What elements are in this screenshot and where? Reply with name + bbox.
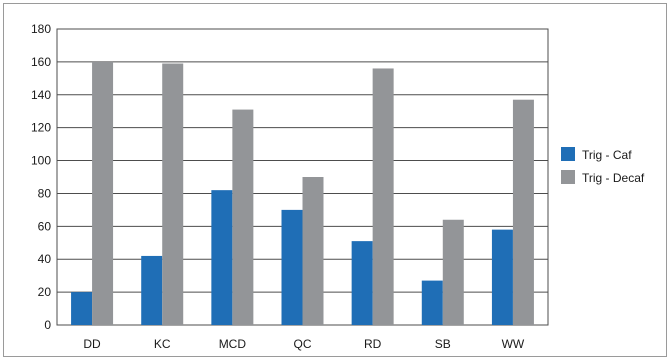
x-tick-label-rd: RD	[364, 337, 382, 351]
legend-swatch-decaf	[561, 170, 575, 184]
bar-mcd-caf	[211, 190, 233, 325]
bar-kc-caf	[141, 255, 163, 325]
y-tick-label: 140	[31, 88, 51, 102]
legend-swatch-caf	[561, 147, 575, 161]
x-axis-tick-labels: DD KC MCD QC RD SB WW	[83, 337, 525, 351]
x-tick-label-mcd: MCD	[219, 337, 247, 351]
y-tick-label: 180	[31, 22, 51, 36]
bar-qc-decaf	[302, 177, 324, 325]
y-tick-label: 60	[38, 219, 52, 233]
y-tick-label: 80	[38, 186, 52, 200]
legend-label-decaf: Trig - Decaf	[582, 171, 645, 185]
bar-dd-caf	[71, 292, 93, 325]
y-tick-label: 20	[38, 285, 52, 299]
x-tick-label-sb: SB	[435, 337, 451, 351]
bar-rd-caf	[351, 241, 373, 325]
legend-label-caf: Trig - Caf	[582, 148, 632, 162]
bars	[71, 61, 534, 326]
bar-qc-caf	[281, 209, 303, 325]
x-tick-label-qc: QC	[294, 337, 312, 351]
y-tick-label: 120	[31, 121, 51, 135]
y-axis-tick-labels: 0 20 40 60 80 100 120 140 160 180	[31, 22, 51, 332]
bar-dd-decaf	[92, 61, 114, 326]
bar-sb-caf	[421, 280, 443, 325]
y-tick-label: 0	[44, 318, 51, 332]
y-tick-label: 160	[31, 55, 51, 69]
bar-ww-caf	[491, 229, 513, 325]
x-tick-label-dd: DD	[83, 337, 101, 351]
x-tick-label-ww: WW	[502, 337, 525, 351]
legend: Trig - Caf Trig - Decaf	[561, 147, 645, 185]
bar-mcd-decaf	[232, 109, 254, 325]
bar-sb-decaf	[442, 219, 464, 325]
y-tick-label: 40	[38, 252, 52, 266]
y-tick-label: 100	[31, 154, 51, 168]
x-tick-label-kc: KC	[154, 337, 171, 351]
bar-kc-decaf	[162, 63, 184, 326]
bar-rd-decaf	[372, 68, 394, 325]
bar-ww-decaf	[512, 99, 534, 325]
